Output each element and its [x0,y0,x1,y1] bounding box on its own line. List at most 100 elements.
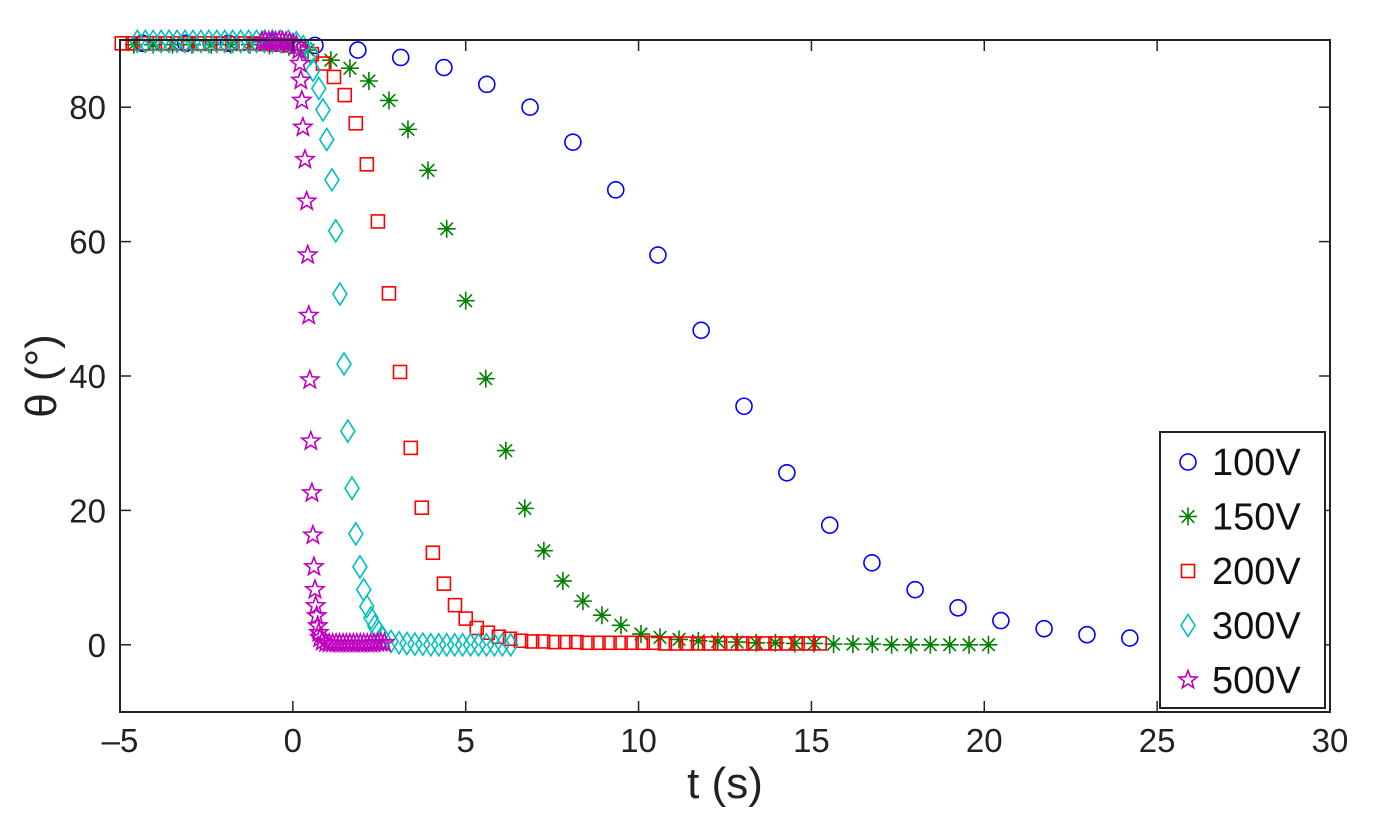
data-point-diamond [430,632,447,658]
x-tick-label: 25 [1139,722,1176,759]
data-point-asterisk [611,616,630,635]
data-point-diamond [314,97,331,123]
data-point-star [297,303,320,326]
series-300V [129,28,519,658]
legend-box [1159,431,1326,709]
data-point-square [646,635,662,651]
legend-entry-300V: 300V [1180,606,1301,648]
data-point-star [303,577,327,600]
data-point-diamond [161,28,178,54]
x-tick-label: –5 [102,722,139,759]
data-point-square [524,634,540,649]
data-point-star [373,631,396,653]
data-point-star [298,368,321,390]
data-point-square [779,636,794,651]
data-point-asterisk [515,499,534,518]
legend-entry-500V: 500V [1176,660,1301,702]
data-point-circle [863,554,881,572]
legend-marker-diamond [1180,613,1196,638]
data-point-asterisk [496,441,515,460]
data-point-star [291,115,315,137]
data-point-asterisk [979,635,998,654]
data-point-circle [1035,619,1053,638]
data-point-circle [992,611,1010,630]
data-point-diamond [422,632,439,658]
data-point-asterisk [419,161,438,180]
data-point-star [287,38,310,60]
data-point-diamond [129,28,146,54]
plot-frame [119,39,1331,713]
data-point-square [657,636,673,651]
data-point-asterisk [670,630,689,649]
data-point-star [290,88,314,111]
data-point-star [293,147,317,170]
data-point-circle [478,75,496,94]
data-point-circle [735,397,753,416]
data-point-diamond [310,75,327,101]
legend-label: 150V [1212,497,1301,539]
data-point-diamond [347,521,364,547]
data-point-square [746,636,761,651]
series-500V [250,29,396,653]
data-point-diamond [145,28,162,54]
data-point-diamond [318,126,335,152]
data-point-asterisk [379,91,398,110]
data-point-square [668,636,684,651]
data-point-diamond [323,167,340,193]
data-point-square [801,636,816,651]
data-point-diamond [339,418,356,444]
legend: 100V 150V 200V 300V 500V [1159,431,1326,709]
data-point-square [790,636,805,651]
data-point-diamond [494,632,511,658]
data-point-circle [778,463,796,482]
data-point-circle [692,321,710,340]
legend-entry-150V: 150V [1179,497,1301,539]
data-point-star [300,481,324,503]
data-point-diamond [336,351,352,377]
legend-marker-asterisk [1179,507,1197,526]
data-point-square [348,116,364,131]
legend-marker-star [1176,668,1200,690]
data-point-square [337,87,353,103]
data-point-diamond [414,631,431,657]
data-point-diamond [331,281,348,307]
data-point-star [289,68,312,90]
x-tick-label: 5 [457,722,475,759]
data-point-square [624,635,639,651]
data-markers [114,28,1139,658]
data-point-asterisk [456,291,475,310]
data-point-circle [435,58,453,77]
y-tick-label: 80 [69,89,106,126]
data-point-diamond [169,28,185,54]
legend-entry-100V: 100V [1179,442,1301,484]
data-point-square [546,634,562,650]
data-point-diamond [438,632,455,658]
data-point-square [812,636,828,651]
data-point-square [414,500,430,516]
x-tick-label: 30 [1312,722,1349,759]
y-axis-label: θ (°) [17,334,66,418]
data-point-star [288,51,311,74]
series-150V [124,35,998,654]
x-tick-label: 0 [284,722,302,759]
data-point-diamond [478,632,495,658]
x-axis-label: t (s) [687,759,763,808]
legend-label: 500V [1212,660,1301,702]
data-point-square [635,635,651,651]
data-point-star [301,523,325,545]
data-point-diamond [363,605,379,631]
data-point-star [299,429,323,451]
data-point-diamond [208,28,225,54]
data-point-diamond [153,28,170,54]
data-point-diamond [137,28,154,54]
series-100V [133,34,1139,647]
data-point-diamond [192,28,209,54]
series-200V [114,36,828,651]
data-point-circle [564,133,582,151]
data-point-square [679,636,695,651]
data-point-square [403,440,419,456]
data-point-square [381,286,397,301]
data-point-star [362,631,386,653]
legend-marker-square [1180,563,1196,579]
legend-label: 100V [1212,442,1301,484]
